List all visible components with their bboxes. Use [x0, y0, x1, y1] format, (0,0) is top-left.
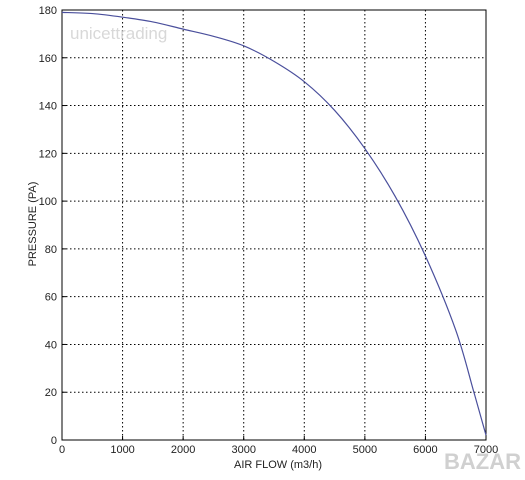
x-tick-label: 0 [59, 444, 65, 456]
y-tick-label: 160 [39, 53, 57, 65]
x-tick-label: 6000 [413, 444, 437, 456]
x-tick-label: 4000 [292, 444, 316, 456]
x-tick-label: 5000 [353, 444, 377, 456]
x-tick-label: 1000 [110, 444, 134, 456]
y-tick-label: 0 [51, 435, 57, 447]
y-tick-label: 140 [39, 101, 57, 113]
x-tick-label: 2000 [171, 444, 195, 456]
grid [62, 10, 486, 440]
y-tick-label: 60 [45, 292, 57, 304]
y-axis-title: PRESSURE (PA) [27, 182, 39, 267]
y-tick-label: 180 [39, 5, 57, 17]
x-axis-title: AIR FLOW (m3/h) [234, 459, 322, 471]
plot-frame [61, 9, 487, 441]
watermark-text: unicettrading [70, 24, 167, 43]
x-axis-ticks: 0 1000 2000 3000 4000 5000 6000 7000 [59, 436, 498, 456]
y-tick-label: 40 [45, 339, 57, 351]
y-tick-label: 100 [39, 196, 57, 208]
y-tick-label: 120 [39, 148, 57, 160]
x-tick-label: 7000 [474, 444, 498, 456]
x-tick-label: 3000 [231, 444, 255, 456]
y-tick-label: 20 [45, 387, 57, 399]
y-tick-label: 80 [45, 244, 57, 256]
pressure-curve [61, 11, 487, 436]
watermark-logo: BAZAR [444, 449, 521, 474]
y-axis-ticks: 0 20 40 60 80 100 120 140 160 180 [39, 5, 66, 447]
